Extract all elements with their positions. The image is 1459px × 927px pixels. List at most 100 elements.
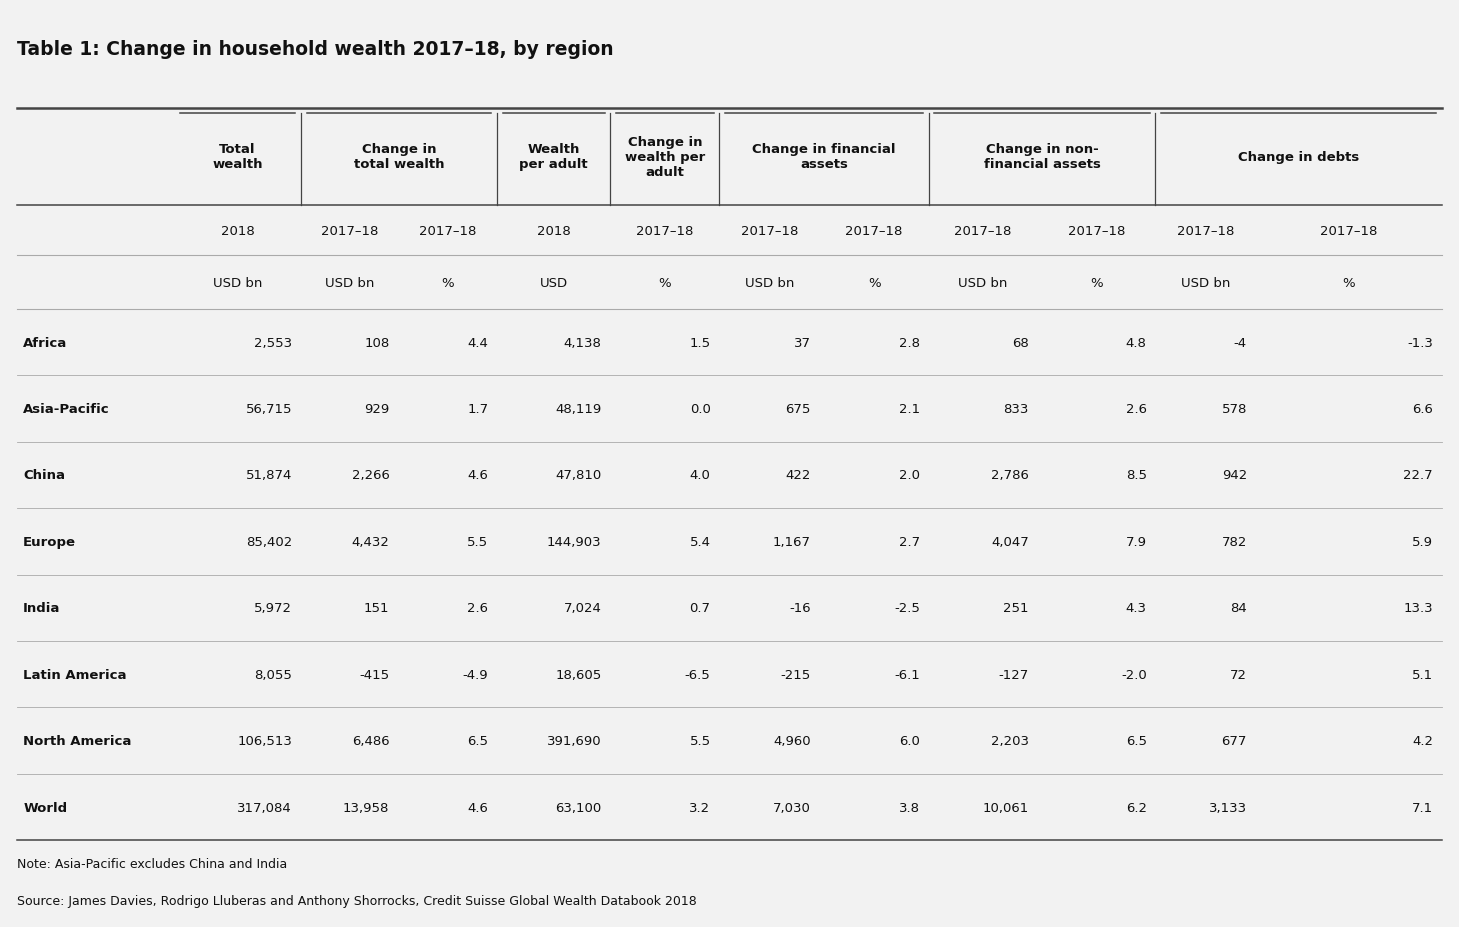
Text: 7,024: 7,024 — [563, 602, 601, 615]
Text: 2.6: 2.6 — [467, 602, 489, 615]
Text: 5.5: 5.5 — [467, 535, 489, 548]
Text: 0.7: 0.7 — [690, 602, 711, 615]
Text: 4.6: 4.6 — [467, 469, 489, 482]
Text: USD: USD — [540, 276, 568, 289]
Text: -1.3: -1.3 — [1406, 337, 1433, 349]
Text: -4: -4 — [1234, 337, 1247, 349]
Text: 144,903: 144,903 — [547, 535, 601, 548]
Text: 4.4: 4.4 — [467, 337, 489, 349]
Text: Source: James Davies, Rodrigo Lluberas and Anthony Shorrocks, Credit Suisse Glob: Source: James Davies, Rodrigo Lluberas a… — [18, 894, 697, 907]
Text: 2.8: 2.8 — [899, 337, 921, 349]
Text: 151: 151 — [363, 602, 390, 615]
Text: -6.1: -6.1 — [894, 668, 921, 681]
Text: 391,690: 391,690 — [547, 734, 601, 747]
Text: 251: 251 — [1004, 602, 1029, 615]
Text: USD bn: USD bn — [744, 276, 794, 289]
Text: -415: -415 — [359, 668, 390, 681]
Text: 422: 422 — [785, 469, 811, 482]
Text: 2.6: 2.6 — [1126, 402, 1147, 415]
Text: 85,402: 85,402 — [245, 535, 292, 548]
Text: 6.5: 6.5 — [467, 734, 489, 747]
Text: 2017–18: 2017–18 — [1177, 224, 1234, 237]
Text: 5.1: 5.1 — [1412, 668, 1433, 681]
Text: 18,605: 18,605 — [556, 668, 601, 681]
Text: 2017–18: 2017–18 — [954, 224, 1011, 237]
Text: 6.2: 6.2 — [1126, 801, 1147, 814]
Text: Change in debts: Change in debts — [1237, 150, 1360, 163]
Text: 317,084: 317,084 — [238, 801, 292, 814]
Text: USD bn: USD bn — [325, 276, 374, 289]
Text: 2018: 2018 — [220, 224, 254, 237]
Text: %: % — [868, 276, 880, 289]
Text: 4.3: 4.3 — [1126, 602, 1147, 615]
Text: 84: 84 — [1230, 602, 1247, 615]
Text: 48,119: 48,119 — [556, 402, 601, 415]
Text: 6,486: 6,486 — [352, 734, 390, 747]
Text: 1.7: 1.7 — [467, 402, 489, 415]
Text: 2018: 2018 — [537, 224, 570, 237]
Text: China: China — [23, 469, 66, 482]
Text: Note: Asia-Pacific excludes China and India: Note: Asia-Pacific excludes China and In… — [18, 857, 287, 870]
Text: World: World — [23, 801, 67, 814]
Text: 2017–18: 2017–18 — [845, 224, 903, 237]
Text: 2.0: 2.0 — [899, 469, 921, 482]
Text: 51,874: 51,874 — [245, 469, 292, 482]
Text: 2.1: 2.1 — [899, 402, 921, 415]
Text: -2.0: -2.0 — [1121, 668, 1147, 681]
Text: 7,030: 7,030 — [773, 801, 811, 814]
Text: 2.7: 2.7 — [899, 535, 921, 548]
Text: 4,960: 4,960 — [773, 734, 811, 747]
Text: Change in
wealth per
adult: Change in wealth per adult — [624, 135, 705, 179]
Text: -4.9: -4.9 — [463, 668, 489, 681]
Text: %: % — [1342, 276, 1355, 289]
Text: 37: 37 — [794, 337, 811, 349]
Text: Africa: Africa — [23, 337, 67, 349]
Text: 8,055: 8,055 — [254, 668, 292, 681]
Text: %: % — [441, 276, 454, 289]
Text: 2017–18: 2017–18 — [636, 224, 693, 237]
Text: -215: -215 — [781, 668, 811, 681]
Text: 1.5: 1.5 — [690, 337, 711, 349]
Text: 68: 68 — [1013, 337, 1029, 349]
Text: India: India — [23, 602, 60, 615]
Text: 675: 675 — [785, 402, 811, 415]
Text: 2017–18: 2017–18 — [419, 224, 476, 237]
Text: 929: 929 — [365, 402, 390, 415]
Text: Change in non-
financial assets: Change in non- financial assets — [983, 143, 1100, 171]
Text: 6.5: 6.5 — [1126, 734, 1147, 747]
Text: 4,138: 4,138 — [563, 337, 601, 349]
Text: Change in financial
assets: Change in financial assets — [753, 143, 896, 171]
Text: North America: North America — [23, 734, 131, 747]
Text: 4,047: 4,047 — [991, 535, 1029, 548]
Text: 3.2: 3.2 — [690, 801, 711, 814]
Text: 4,432: 4,432 — [352, 535, 390, 548]
Text: 72: 72 — [1230, 668, 1247, 681]
Text: -6.5: -6.5 — [684, 668, 711, 681]
Text: 22.7: 22.7 — [1404, 469, 1433, 482]
Text: 5.5: 5.5 — [690, 734, 711, 747]
Text: 6.6: 6.6 — [1412, 402, 1433, 415]
Text: Wealth
per adult: Wealth per adult — [519, 143, 588, 171]
Text: 3,133: 3,133 — [1210, 801, 1247, 814]
Text: 2017–18: 2017–18 — [321, 224, 378, 237]
Text: 2,553: 2,553 — [254, 337, 292, 349]
Text: 782: 782 — [1221, 535, 1247, 548]
Text: 2,203: 2,203 — [991, 734, 1029, 747]
Text: 3.8: 3.8 — [899, 801, 921, 814]
Text: 8.5: 8.5 — [1126, 469, 1147, 482]
Text: -2.5: -2.5 — [894, 602, 921, 615]
Text: 4.8: 4.8 — [1126, 337, 1147, 349]
Text: USD bn: USD bn — [959, 276, 1008, 289]
Text: Change in
total wealth: Change in total wealth — [353, 143, 444, 171]
Text: 0.0: 0.0 — [690, 402, 711, 415]
Text: 56,715: 56,715 — [245, 402, 292, 415]
Text: 578: 578 — [1221, 402, 1247, 415]
Text: 4.2: 4.2 — [1412, 734, 1433, 747]
Text: 2017–18: 2017–18 — [741, 224, 798, 237]
Text: Europe: Europe — [23, 535, 76, 548]
Text: Latin America: Latin America — [23, 668, 127, 681]
Text: 2,786: 2,786 — [991, 469, 1029, 482]
Text: 5.4: 5.4 — [690, 535, 711, 548]
Text: -127: -127 — [998, 668, 1029, 681]
Text: 833: 833 — [1004, 402, 1029, 415]
